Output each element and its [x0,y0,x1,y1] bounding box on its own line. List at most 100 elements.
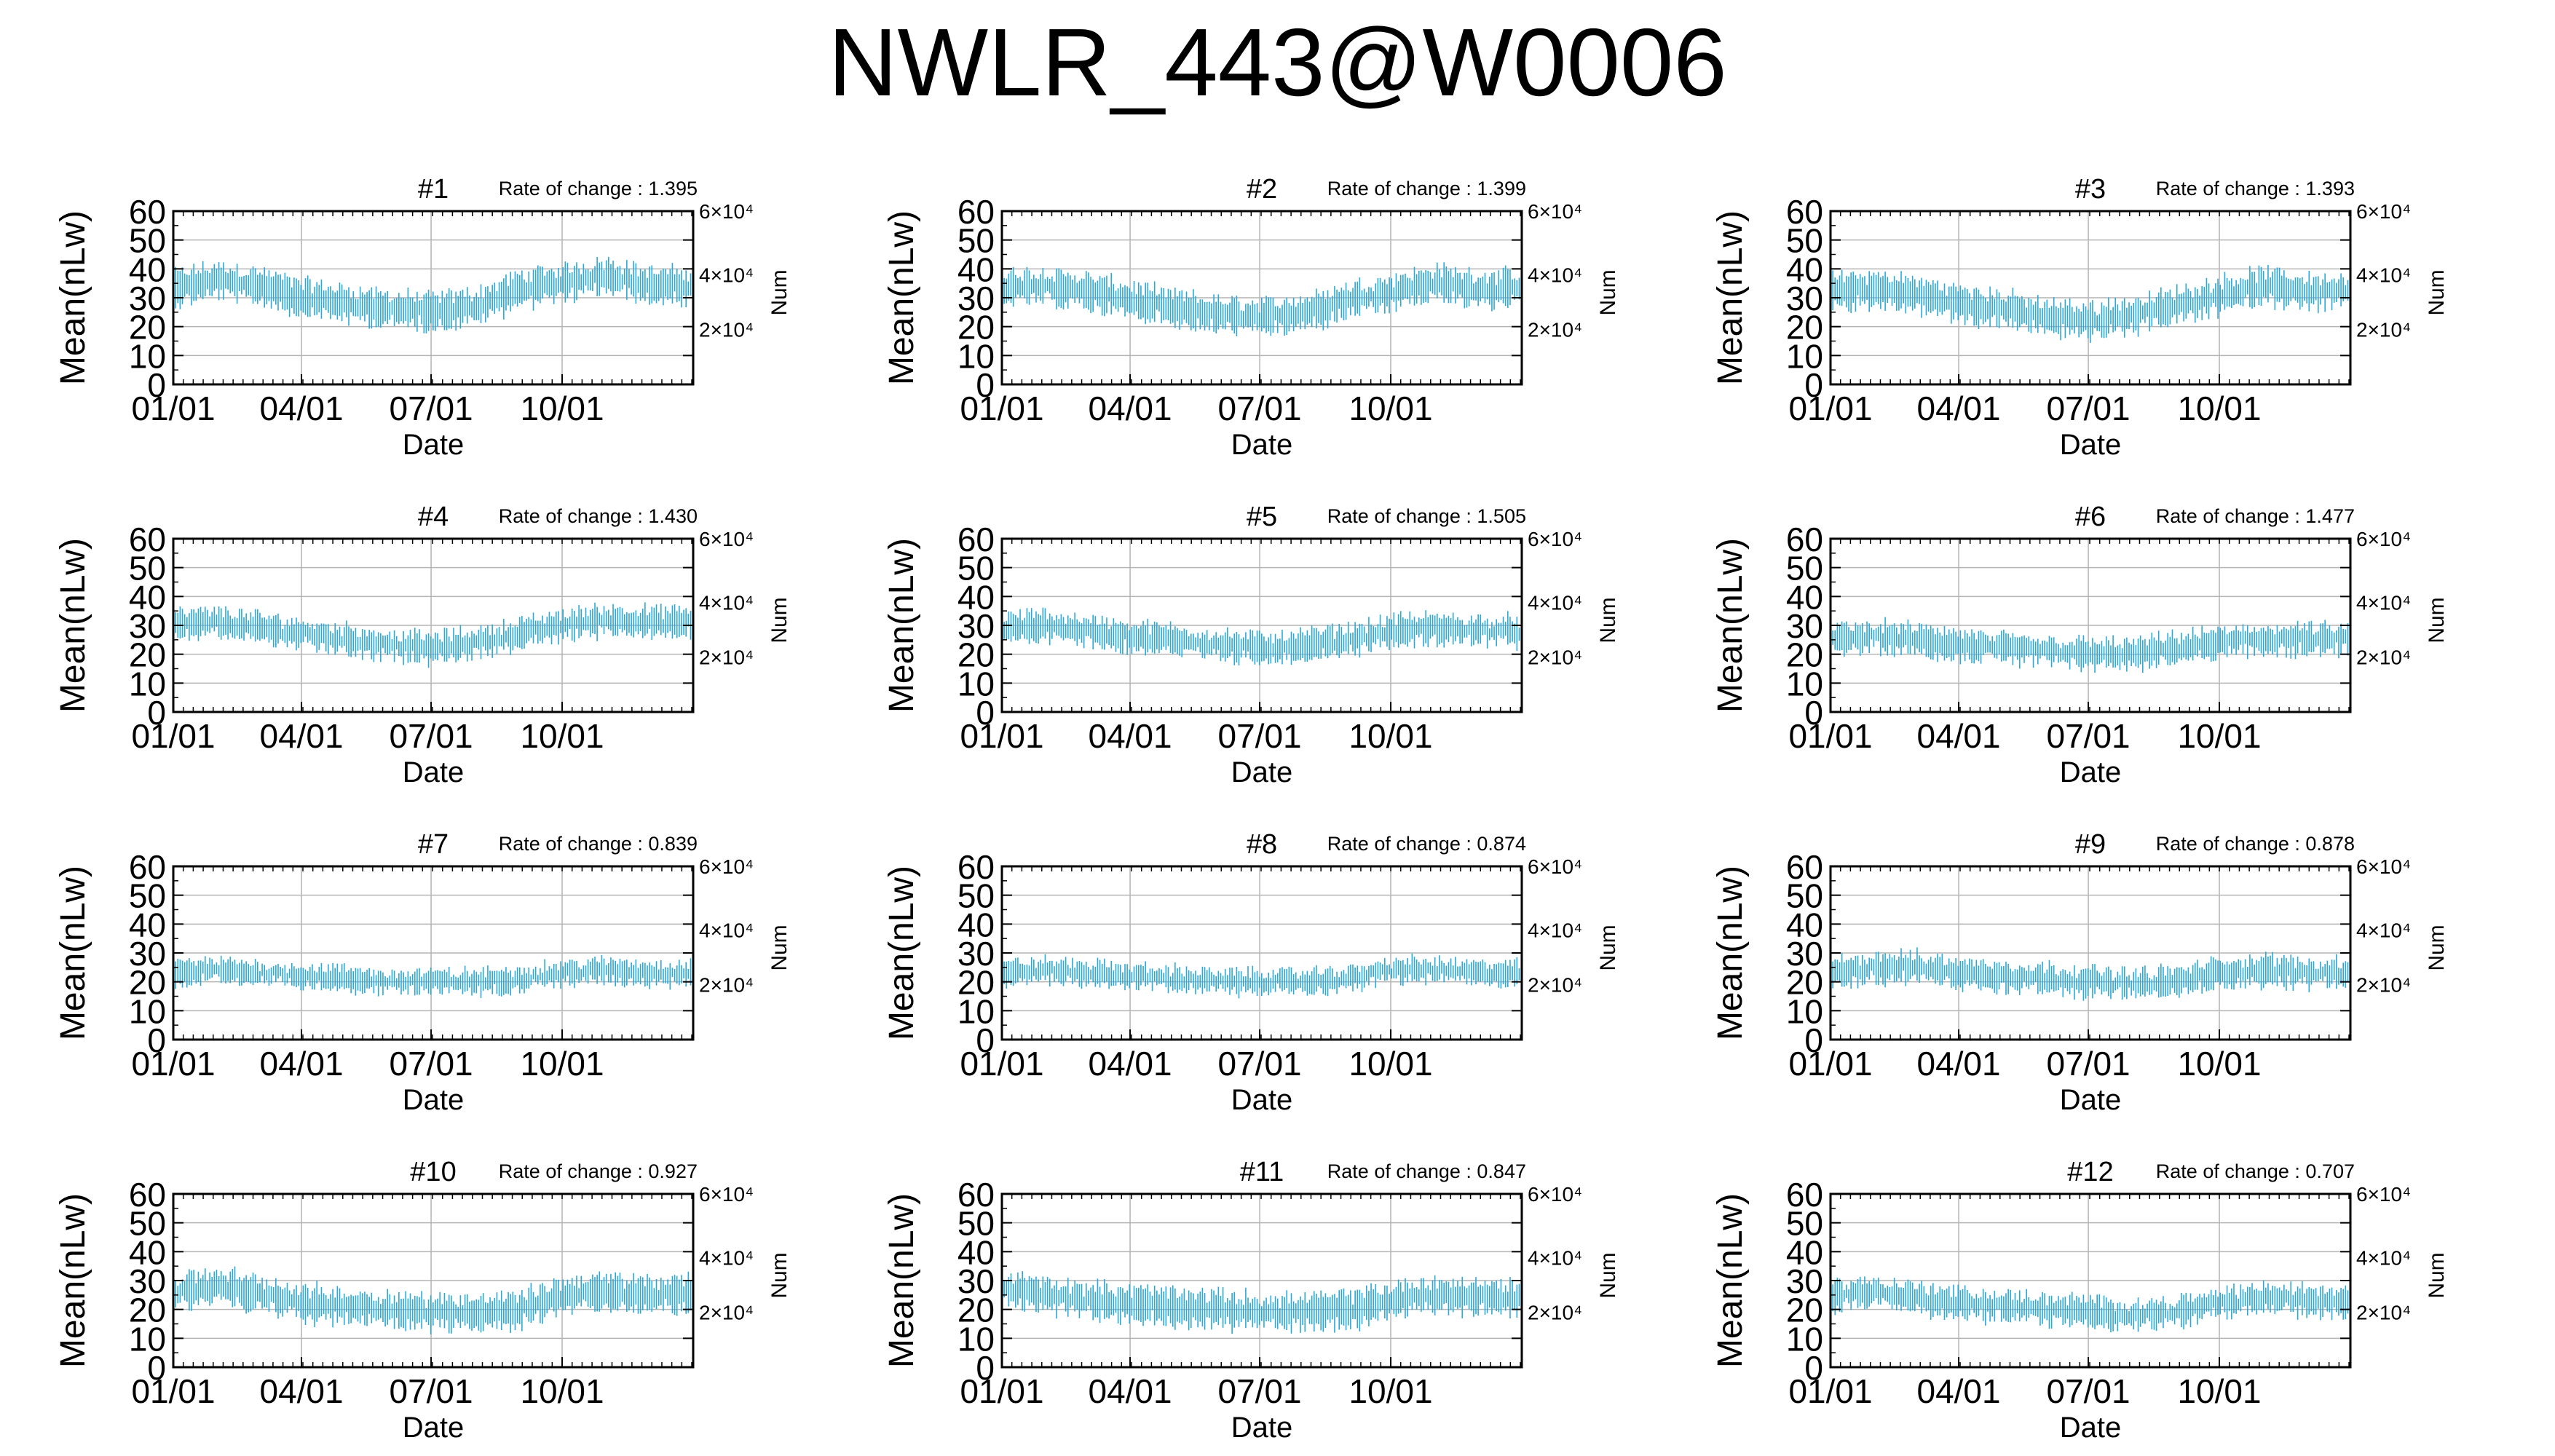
y-tick-label: 0 [147,694,166,732]
y-tick-label: 50 [129,222,166,260]
y-tick-label: 0 [1804,366,1823,404]
panel-title: #3 [2075,174,2106,205]
y2-tick-label: 2×10⁴ [2356,1302,2411,1324]
y-tick-label: 0 [1804,694,1823,732]
rate-of-change: Rate of change : 1.477 [2156,505,2355,527]
rate-of-change: Rate of change : 0.927 [499,1160,698,1182]
data-series [1001,262,1523,336]
panel-title: #5 [1247,502,1277,532]
data-series [1830,264,2351,343]
y-tick-label: 60 [957,1176,995,1214]
x-tick-label: 04/01 [259,1372,343,1410]
y-axis-label: Mean(nLw) [882,538,921,713]
y-axis-label: Mean(nLw) [54,866,92,1040]
y-tick-label: 40 [957,1233,995,1271]
x-tick-label: 04/01 [1088,389,1172,427]
y-tick-label: 40 [1786,578,1823,616]
rate-of-change: Rate of change : 1.505 [1327,505,1526,527]
y-tick-label: 50 [957,1205,995,1243]
y2-tick-label: 2×10⁴ [1528,319,1582,341]
y-tick-label: 0 [976,1349,995,1387]
y2-tick-label: 6×10⁴ [1528,200,1582,223]
x-axis-label: Date [403,1084,465,1116]
panel-title: #9 [2075,829,2106,860]
y-tick-label: 30 [1786,935,1823,973]
x-tick-label: 10/01 [520,389,604,427]
x-tick-label: 04/01 [1916,389,2000,427]
panel-title: #6 [2075,502,2106,532]
y2-tick-label: 6×10⁴ [2356,855,2411,878]
rate-of-change: Rate of change : 0.874 [1327,833,1526,855]
y-axis-label: Mean(nLw) [882,1193,921,1368]
y2-tick-label: 2×10⁴ [699,1302,754,1324]
x-axis-label: Date [2060,429,2122,461]
y2-tick-label: 2×10⁴ [699,646,754,669]
y-axis-label: Mean(nLw) [882,210,921,385]
y-tick-label: 60 [129,848,166,886]
y-tick-label: 10 [1786,1320,1823,1358]
y2-tick-label: 6×10⁴ [699,1183,754,1206]
y-tick-label: 50 [1786,1205,1823,1243]
y-tick-label: 40 [957,906,995,943]
y-tick-label: 50 [129,877,166,915]
data-series [1830,1276,2351,1333]
x-tick-label: 07/01 [1218,1045,1302,1083]
y-tick-label: 0 [976,694,995,732]
x-tick-label: 10/01 [2177,1045,2261,1083]
y-tick-label: 20 [129,636,166,674]
x-tick-label: 04/01 [259,717,343,755]
x-tick-label: 04/01 [1088,1372,1172,1410]
data-series [173,602,694,668]
y-tick-label: 30 [957,280,995,317]
x-axis-label: Date [1231,429,1293,461]
panel-title: #4 [418,502,449,532]
x-axis-label: Date [1231,1412,1293,1444]
y2-tick-label: 4×10⁴ [1528,264,1582,286]
x-tick-label: 10/01 [520,1372,604,1410]
y2-tick-label: 6×10⁴ [1528,528,1582,550]
y-tick-label: 10 [1786,665,1823,703]
y-tick-label: 40 [1786,250,1823,288]
data-series [173,955,694,998]
rate-of-change: Rate of change : 0.707 [2156,1160,2355,1182]
x-tick-label: 01/01 [1788,1045,1872,1083]
x-tick-label: 01/01 [1788,717,1872,755]
x-tick-label: 04/01 [1916,717,2000,755]
y2-axis-label: Num [767,1252,791,1298]
x-tick-label: 07/01 [390,1372,473,1410]
x-axis-label: Date [2060,1412,2122,1444]
y-tick-label: 40 [957,250,995,288]
y2-tick-label: 4×10⁴ [2356,264,2411,286]
x-axis-label: Date [1231,1084,1293,1116]
x-axis-label: Date [403,429,465,461]
y2-tick-label: 2×10⁴ [699,319,754,341]
y-tick-label: 50 [1786,550,1823,587]
data-series [173,256,694,333]
y2-tick-label: 4×10⁴ [2356,591,2411,614]
y-tick-label: 30 [1786,1262,1823,1300]
y-tick-label: 50 [957,222,995,260]
x-tick-label: 01/01 [960,717,1043,755]
x-tick-label: 10/01 [1348,717,1432,755]
panel-title: #2 [1247,174,1277,205]
y2-tick-label: 4×10⁴ [2356,1246,2411,1269]
y2-tick-label: 6×10⁴ [2356,200,2411,223]
y-tick-label: 20 [957,1291,995,1329]
y-tick-label: 40 [129,250,166,288]
y2-axis-label: Num [1596,1252,1620,1298]
y-tick-label: 60 [1786,193,1823,231]
y2-axis-label: Num [767,597,791,643]
y-tick-label: 20 [1786,1291,1823,1329]
y-tick-label: 10 [957,992,995,1030]
y-tick-label: 30 [957,607,995,645]
y-tick-label: 30 [129,1262,166,1300]
x-tick-label: 10/01 [520,1045,604,1083]
y2-tick-label: 6×10⁴ [699,200,754,223]
rate-of-change: Rate of change : 1.399 [1327,178,1526,199]
y2-axis-label: Num [767,925,791,970]
